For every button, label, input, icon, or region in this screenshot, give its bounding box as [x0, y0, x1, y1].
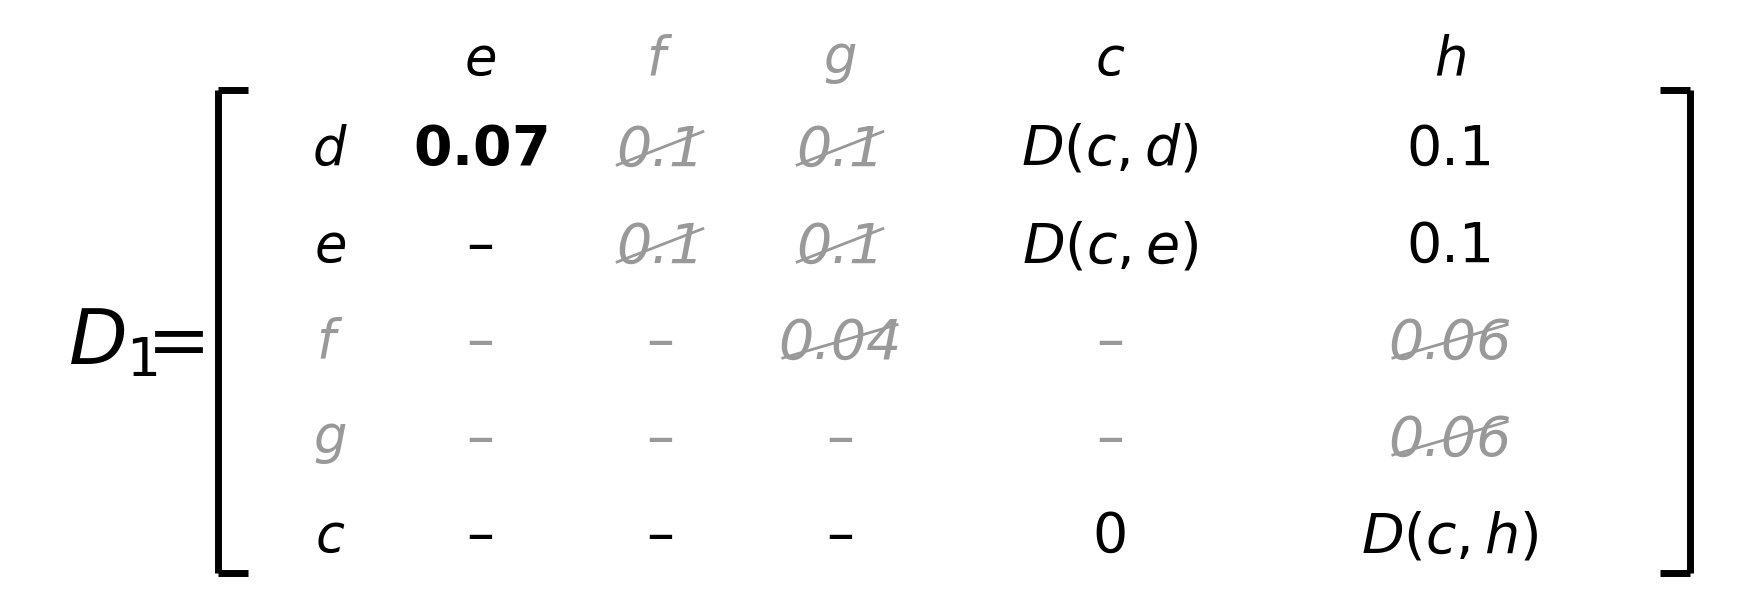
Text: –: –: [647, 316, 673, 370]
Text: $D(c,d)$: $D(c,d)$: [1022, 123, 1199, 177]
Text: $g$: $g$: [314, 414, 347, 466]
Text: 0.1: 0.1: [1406, 220, 1494, 274]
Text: 0.1: 0.1: [615, 220, 705, 273]
Text: 0.04: 0.04: [778, 316, 901, 370]
Text: –: –: [647, 510, 673, 564]
Text: 0.06: 0.06: [1388, 316, 1511, 370]
Text: 0.1: 0.1: [1406, 123, 1494, 177]
Text: $D_1$: $D_1$: [68, 306, 158, 380]
Text: –: –: [466, 220, 494, 274]
Text: $e$: $e$: [314, 221, 345, 273]
Text: $c$: $c$: [1096, 34, 1125, 86]
Text: $g$: $g$: [824, 34, 857, 86]
Text: $D(c,h)$: $D(c,h)$: [1362, 510, 1539, 564]
Text: –: –: [1096, 413, 1124, 467]
Text: –: –: [826, 413, 854, 467]
Text: 0.1: 0.1: [615, 123, 705, 177]
Text: –: –: [466, 316, 494, 370]
Text: $h$: $h$: [1434, 34, 1466, 86]
Text: –: –: [466, 413, 494, 467]
Text: $d$: $d$: [312, 124, 347, 176]
Text: $=$: $=$: [131, 306, 205, 380]
Text: 0.06: 0.06: [1388, 413, 1511, 466]
Text: $f$: $f$: [316, 317, 344, 369]
Text: –: –: [826, 510, 854, 564]
Text: 0.1: 0.1: [796, 220, 884, 273]
Text: –: –: [466, 510, 494, 564]
Text: 0: 0: [1092, 510, 1127, 564]
Text: $\mathbf{0.07}$: $\mathbf{0.07}$: [412, 123, 547, 177]
Text: –: –: [1096, 316, 1124, 370]
Text: $c$: $c$: [316, 511, 345, 563]
Text: $f$: $f$: [647, 34, 673, 86]
Text: $e$: $e$: [465, 34, 496, 86]
Text: 0.1: 0.1: [796, 123, 884, 177]
Text: $D(c,e)$: $D(c,e)$: [1022, 220, 1199, 274]
Text: –: –: [647, 413, 673, 467]
